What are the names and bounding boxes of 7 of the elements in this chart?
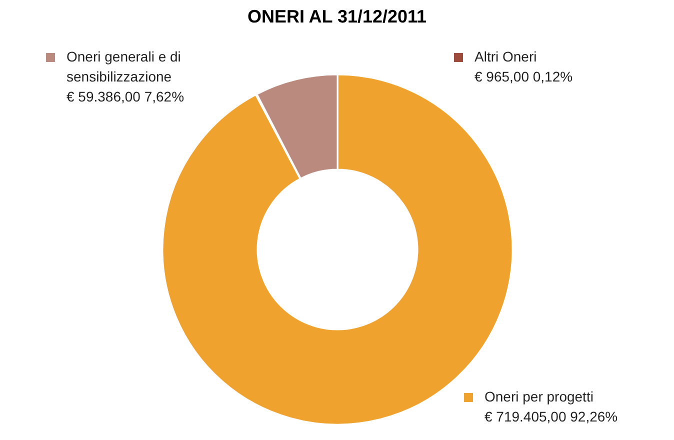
legend-label: Oneri generali e di sensibilizzazione <box>66 48 181 84</box>
data-label: € 719.405,00 92,26% <box>484 408 618 424</box>
legend-label: Oneri per progetti <box>484 388 594 404</box>
legend-label: Altri Oneri <box>474 48 537 64</box>
data-label: € 965,00 0,12% <box>474 68 573 84</box>
chart-title: ONERI AL 31/12/2011 <box>247 6 427 26</box>
data-label: € 59.386,00 7,62% <box>66 88 184 104</box>
